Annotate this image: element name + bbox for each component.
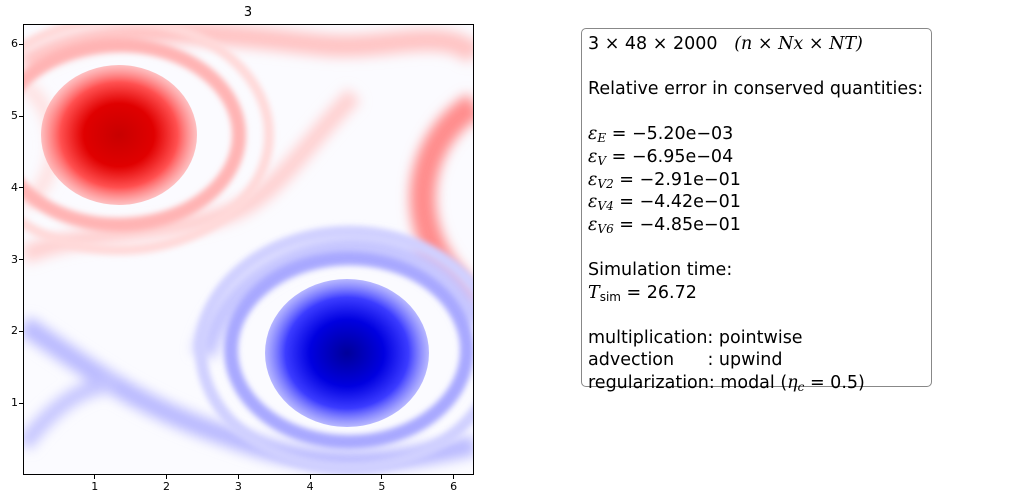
error-line: εE = −5.20e−03: [588, 124, 734, 146]
x-tick-mark: [166, 475, 168, 479]
regularization-line: regularization: modal (ηc = 0.5): [588, 372, 865, 394]
x-tick-label: 3: [234, 480, 242, 493]
y-tick-label: 1: [11, 396, 18, 410]
vortex-rings: [24, 25, 473, 474]
y-tick-mark: [19, 187, 23, 189]
x-tick-mark: [309, 475, 311, 479]
sim-time-label: Simulation time:: [588, 259, 733, 280]
x-tick-label: 2: [163, 480, 171, 493]
error-line: εV2 = −2.91e−01: [588, 169, 741, 191]
x-tick-mark: [94, 475, 96, 479]
y-tick-mark: [19, 330, 23, 332]
multiplication-line: multiplication: pointwise: [588, 327, 803, 348]
errors-heading: Relative error in conserved quantities:: [588, 79, 924, 100]
error-line: εV6 = −4.85e−01: [588, 214, 741, 236]
y-tick-label: 4: [11, 180, 18, 194]
x-tick-label: 4: [306, 480, 314, 493]
y-tick-mark: [19, 259, 23, 261]
advection-line: advection : upwind: [588, 350, 783, 371]
y-tick-mark: [19, 115, 23, 117]
resolution-line: 3 × 48 × 2000 (n × Nx × NT): [588, 34, 863, 54]
y-tick-label: 2: [11, 324, 18, 338]
negative-vortex: [265, 279, 429, 427]
error-line: εV4 = −4.42e−01: [588, 192, 741, 214]
error-line: εV = −6.95e−04: [588, 146, 734, 168]
y-tick-label: 6: [11, 37, 18, 51]
y-tick-label: 5: [11, 109, 18, 123]
x-tick-mark: [453, 475, 455, 479]
heatmap-plot-area: [23, 24, 474, 475]
error-list: εE = −5.20e−03 εV = −6.95e−04 εV2 = −2.91e…: [588, 123, 931, 236]
x-tick-mark: [381, 475, 383, 479]
positive-vortex: [41, 65, 197, 205]
y-tick-mark: [19, 43, 23, 45]
x-tick-label: 1: [91, 480, 99, 493]
sim-time-value: Tsim = 26.72: [588, 282, 697, 304]
x-tick-mark: [237, 475, 239, 479]
vorticity-heatmap: [24, 25, 473, 474]
x-tick-label: 5: [378, 480, 386, 493]
plot-title: 3: [243, 5, 253, 20]
y-tick-mark: [19, 402, 23, 404]
simulation-info-box: 3 × 48 × 2000 (n × Nx × NT) Relative err…: [581, 28, 932, 393]
vortex-cores: [41, 65, 429, 427]
y-tick-label: 3: [11, 252, 18, 266]
x-tick-label: 6: [450, 480, 458, 493]
